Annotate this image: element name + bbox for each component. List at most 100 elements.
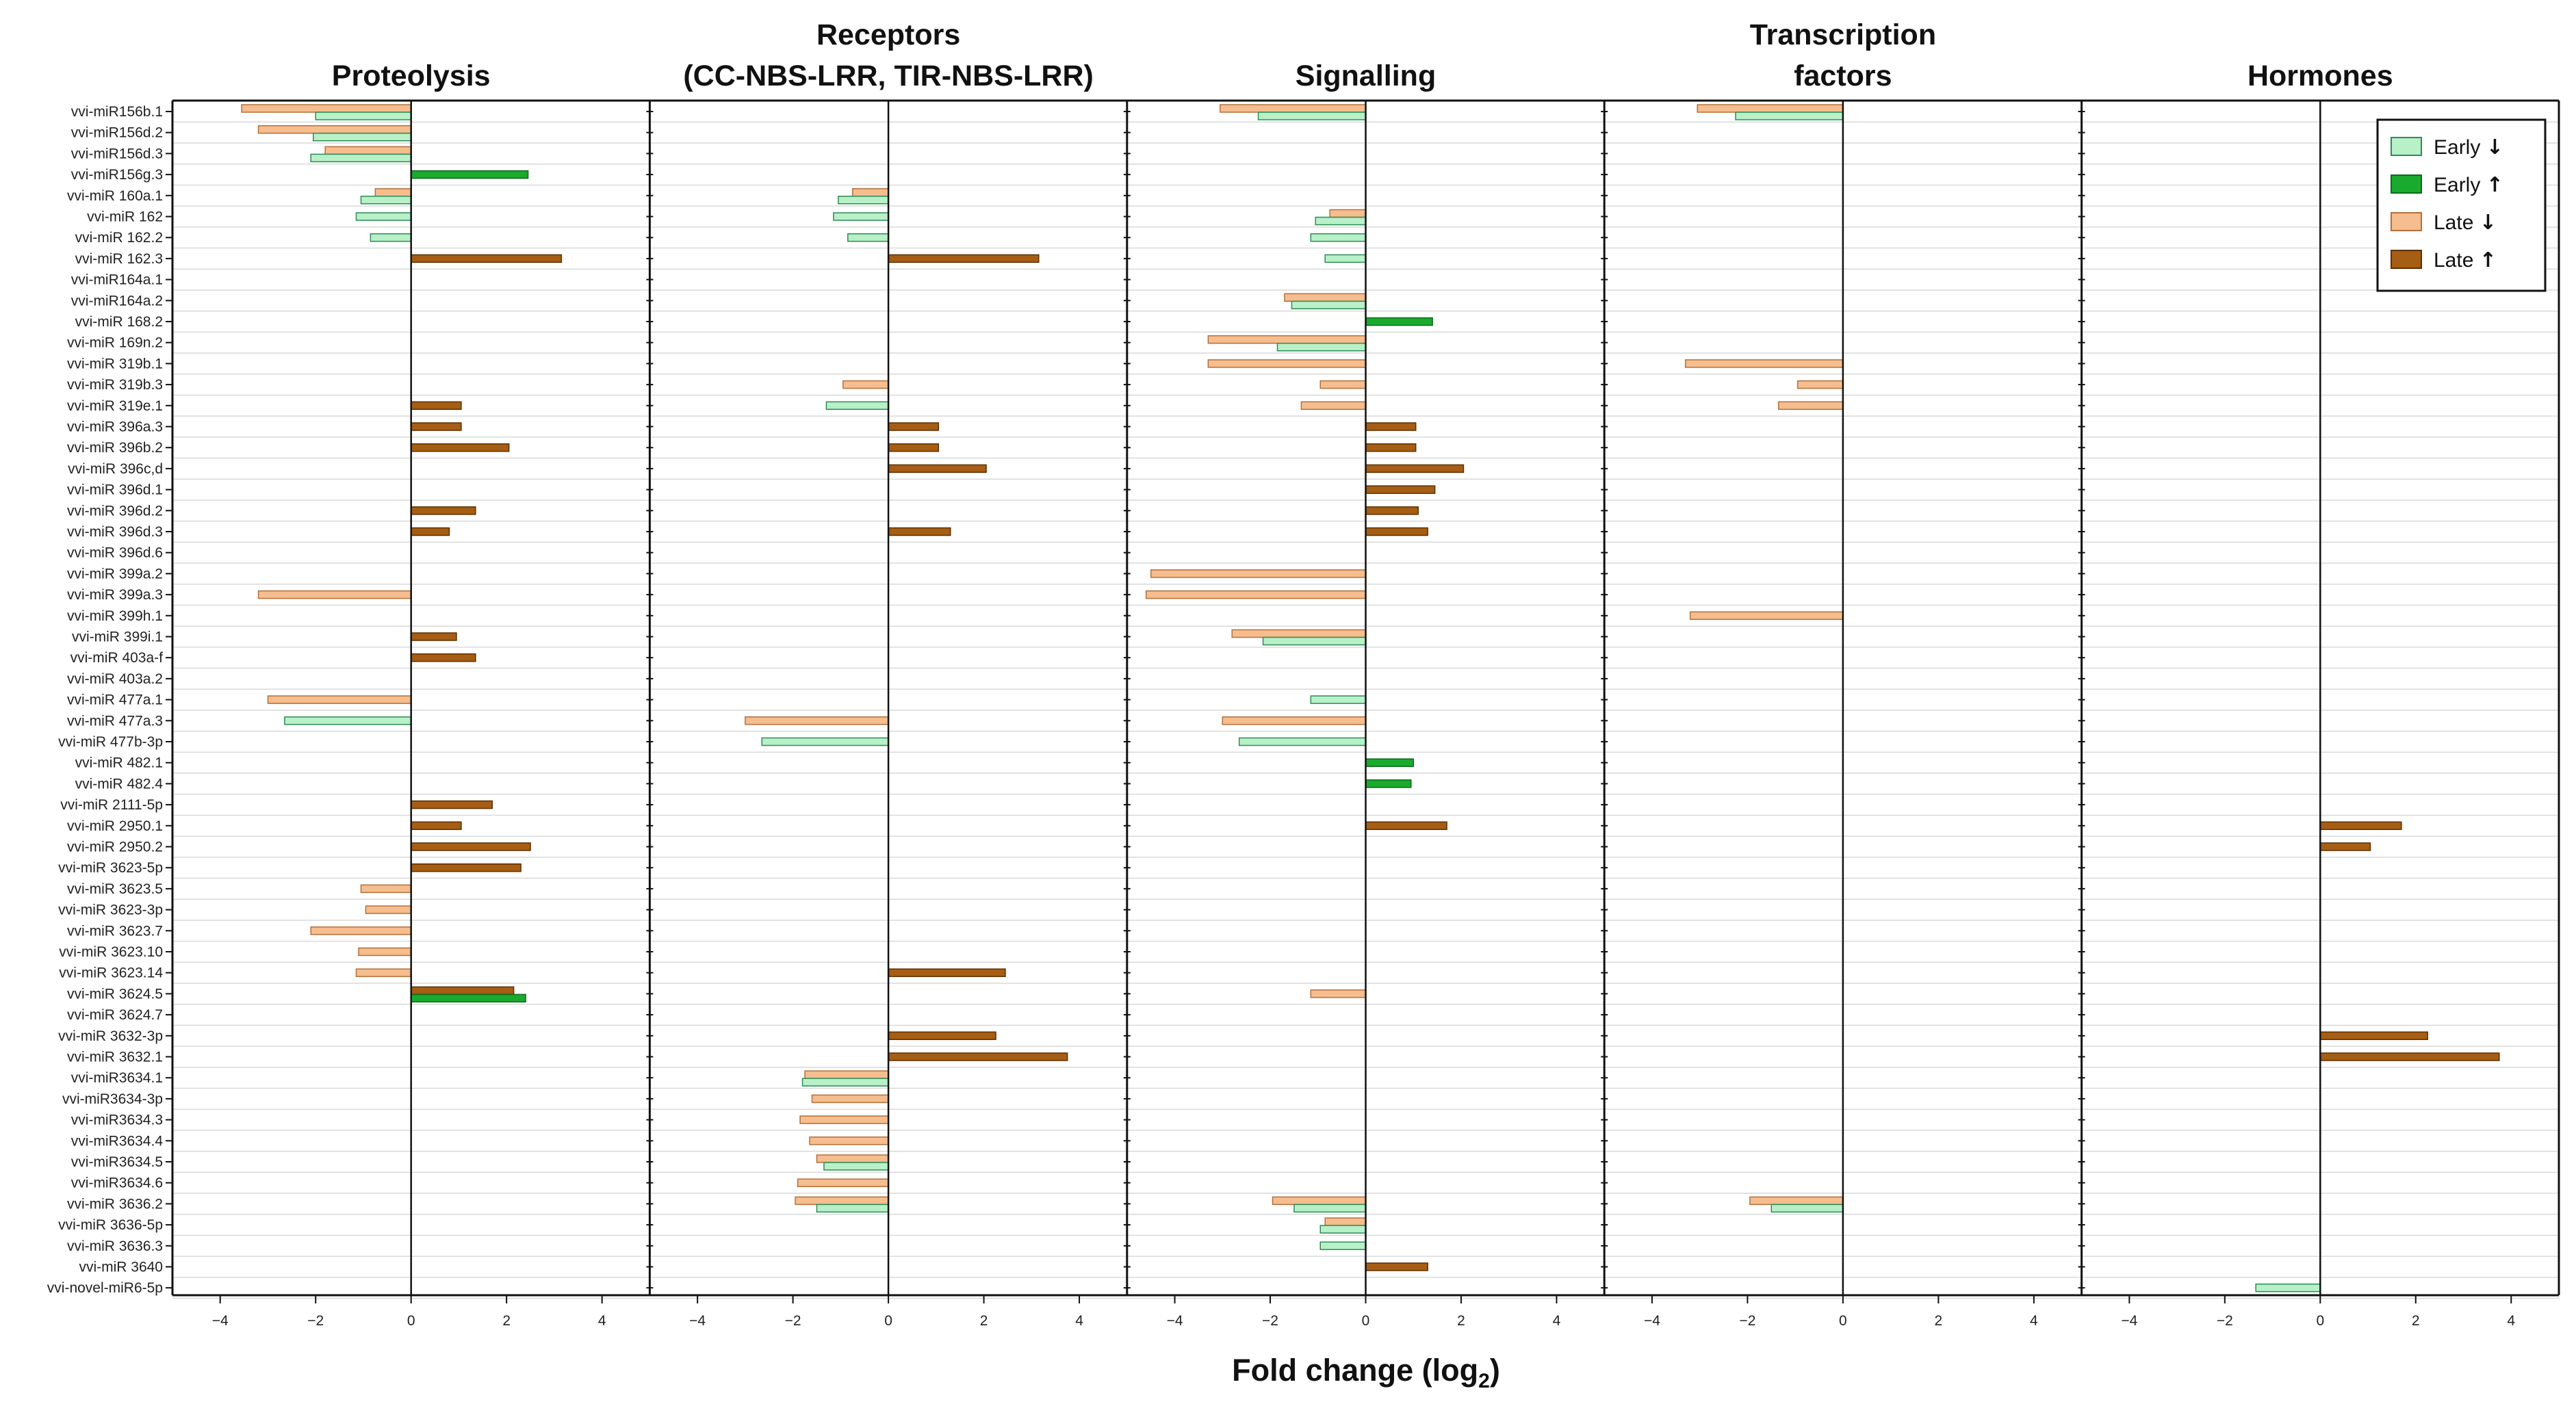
bar-late [842, 380, 889, 389]
category-label: vvi-miR 3636.2 [67, 1196, 163, 1212]
category-label: vvi-miR 319b.3 [67, 377, 163, 393]
x-tick-label: 0 [407, 1313, 415, 1329]
bar-late [1329, 209, 1367, 218]
category-label: vvi-miR 162.2 [75, 230, 163, 246]
category-label: vvi-miR 3623.10 [59, 944, 163, 960]
category-label: vvi-miR 399h.1 [67, 608, 163, 624]
x-tick-label: −2 [2217, 1313, 2233, 1329]
category-label: vvi-miR 477a.1 [67, 692, 163, 708]
category-label: vvi-miR 403a.2 [67, 671, 163, 687]
x-tick-label: 0 [1839, 1313, 1847, 1329]
bar-early [1310, 695, 1367, 704]
category-label: vvi-miR 319b.1 [67, 356, 163, 372]
category-label: vvi-miR 162.3 [75, 251, 163, 267]
bar-early [1365, 779, 1412, 788]
category-label: vvi-miR 319e.1 [67, 398, 163, 414]
bar-late [804, 1070, 889, 1079]
category-label: vvi-miR 160a.1 [67, 188, 163, 204]
category-label: vvi-miR 396d.3 [67, 524, 163, 540]
bar-late [1319, 380, 1367, 389]
bar-late [410, 986, 515, 996]
bar-late [257, 125, 412, 134]
category-label: vvi-miR156g.3 [71, 167, 163, 183]
bar-late [410, 506, 476, 515]
panel-title: Receptors [816, 18, 960, 51]
bar-late [888, 464, 987, 473]
legend-label: Late ↓ [2434, 211, 2497, 235]
bar-late [365, 905, 412, 914]
category-label: vvi-miR 482.4 [75, 776, 164, 792]
bar-early [833, 212, 889, 221]
panel-title: (CC-NBS-LRR, TIR-NBS-LRR) [683, 60, 1094, 92]
legend-swatch [2391, 174, 2422, 194]
bar-late [410, 401, 462, 411]
category-label: vvi-miR 162 [87, 209, 163, 225]
bar-late [888, 1031, 996, 1041]
category-label: vvi-miR 3624.5 [67, 986, 163, 1002]
bar-early [847, 233, 889, 242]
bar-early [1365, 317, 1433, 326]
bar-early [1276, 342, 1367, 352]
category-label: vvi-miR 477b-3p [58, 734, 163, 750]
x-tick-label: −4 [2121, 1313, 2137, 1329]
category-label: vvi-miR 2111-5p [60, 797, 163, 813]
bar-early [816, 1204, 889, 1213]
bar-early [360, 196, 412, 205]
bar-late [374, 188, 412, 197]
x-tick-label: −4 [689, 1313, 706, 1329]
bar-late [816, 1154, 889, 1163]
legend-label: Early ↓ [2434, 135, 2503, 159]
bar-late [1220, 104, 1367, 113]
panel-title: Hormones [2247, 60, 2393, 92]
category-label: vvi-miR 3624.7 [67, 1007, 163, 1023]
bar-late [888, 443, 940, 452]
bar-late [360, 884, 412, 894]
x-axis-label-main: Fold change (log [1232, 1353, 1478, 1388]
bar-late [1231, 629, 1367, 638]
bar-late [1324, 1217, 1367, 1226]
category-label: vvi-miR 3632.1 [67, 1050, 163, 1065]
bar-late [1207, 359, 1367, 368]
bar-early [2255, 1283, 2321, 1292]
legend-label: Early ↑ [2434, 173, 2503, 197]
x-tick-label: 4 [2030, 1313, 2038, 1329]
x-axis-label: Fold change (log2) [1232, 1353, 1500, 1392]
category-label: vvi-miR 399a.2 [67, 566, 163, 582]
bar-late [257, 590, 412, 599]
bar-late [852, 188, 889, 197]
bar-late [888, 968, 1006, 977]
x-tick-label: −2 [785, 1313, 801, 1329]
x-tick-label: 2 [1935, 1313, 1943, 1329]
category-label: vvi-miR3634-3p [62, 1091, 163, 1107]
x-tick-label: 0 [884, 1313, 892, 1329]
category-label: vvi-miR 3623-5p [58, 860, 163, 876]
bar-early [315, 112, 412, 120]
bar-early [1770, 1204, 1844, 1213]
x-tick-label: 4 [1075, 1313, 1083, 1329]
category-label: vvi-miR156d.2 [71, 125, 163, 141]
legend-arrow: ↑ [2486, 173, 2503, 197]
bar-early [1293, 1204, 1367, 1213]
category-label: vvi-miR 2950.2 [67, 840, 163, 855]
bar-late [2319, 821, 2402, 831]
x-tick-label: 0 [1362, 1313, 1370, 1329]
bar-late [241, 104, 412, 113]
x-tick-label: −2 [1739, 1313, 1755, 1329]
category-label: vvi-miR 3623-3p [58, 902, 163, 918]
category-label: vvi-miR3634.1 [71, 1070, 163, 1086]
bar-late [1365, 443, 1417, 452]
bar-late [888, 527, 951, 536]
x-tick-label: 2 [2412, 1313, 2420, 1329]
bar-late [1365, 485, 1436, 494]
bar-early [370, 233, 412, 242]
bar-early [1319, 1225, 1367, 1234]
bar-early [1315, 216, 1367, 226]
bar-late [1365, 1262, 1428, 1271]
bar-late [1365, 527, 1428, 536]
category-label: vvi-novel-miR6-5p [47, 1280, 163, 1296]
legend-arrow: ↓ [2486, 135, 2503, 159]
bar-late [809, 1136, 889, 1145]
bar-early [312, 132, 412, 142]
